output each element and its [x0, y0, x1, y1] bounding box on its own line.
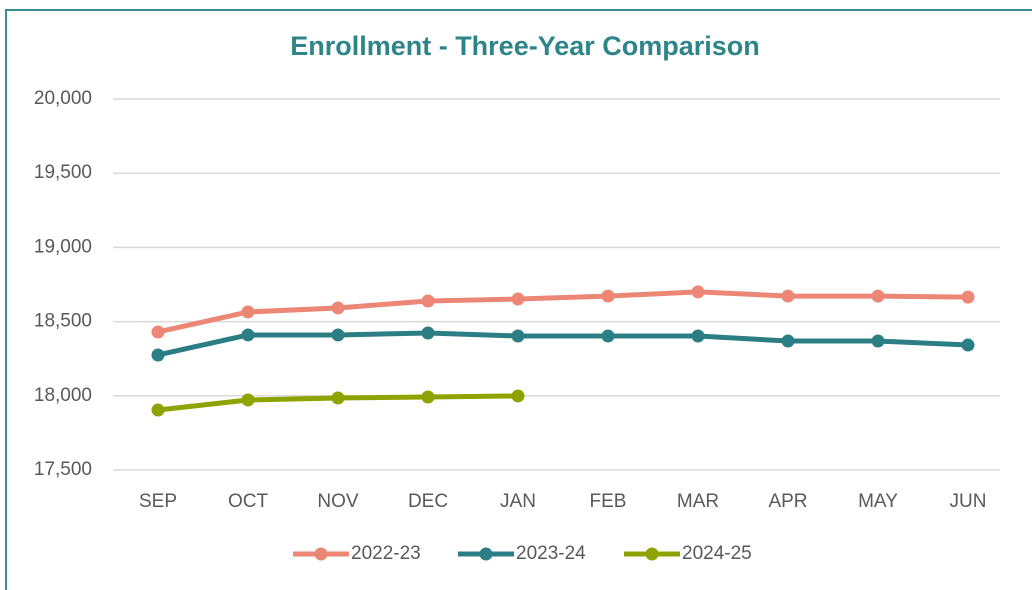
- chart-title: Enrollment - Three-Year Comparison: [290, 31, 760, 61]
- y-tick-label: 18,500: [34, 311, 92, 332]
- legend-swatch-marker: [479, 547, 493, 561]
- point: [151, 403, 165, 417]
- x-tick-label: JUN: [950, 491, 987, 512]
- y-tick-label: 20,000: [34, 88, 92, 109]
- point: [781, 334, 795, 348]
- point: [421, 390, 435, 404]
- point: [151, 325, 165, 339]
- point: [241, 305, 255, 319]
- legend-label: 2022-23: [351, 543, 421, 564]
- legend-label: 2023-24: [516, 543, 586, 564]
- y-tick-label: 19,500: [34, 162, 92, 183]
- point: [241, 328, 255, 342]
- y-tick-label: 18,000: [34, 385, 92, 406]
- x-tick-label: OCT: [228, 491, 269, 512]
- legend-label: 2024-25: [682, 543, 752, 564]
- point: [781, 289, 795, 303]
- point: [691, 329, 705, 343]
- point: [421, 326, 435, 340]
- x-tick-label: MAR: [677, 491, 719, 512]
- point: [691, 285, 705, 299]
- point: [961, 290, 975, 304]
- point: [601, 289, 615, 303]
- x-tick-label: APR: [768, 491, 807, 512]
- point: [961, 338, 975, 352]
- x-tick-label: JAN: [500, 491, 536, 512]
- point: [871, 289, 885, 303]
- legend-swatch-marker: [314, 547, 328, 561]
- point: [331, 301, 345, 315]
- point: [421, 294, 435, 308]
- point: [241, 393, 255, 407]
- point: [151, 348, 165, 362]
- point: [511, 389, 525, 403]
- point: [511, 329, 525, 343]
- x-tick-label: MAY: [858, 491, 898, 512]
- x-tick-label: FEB: [590, 491, 627, 512]
- series-line: [157, 330, 969, 358]
- x-tick-label: DEC: [408, 491, 448, 512]
- legend-swatch-marker: [645, 547, 659, 561]
- series-line: [157, 289, 969, 335]
- point: [871, 334, 885, 348]
- y-tick-label: 17,500: [34, 459, 92, 480]
- point: [331, 391, 345, 405]
- point: [601, 329, 615, 343]
- y-tick-label: 19,000: [34, 236, 92, 257]
- point: [511, 292, 525, 306]
- x-tick-label: SEP: [139, 491, 177, 512]
- x-tick-label: NOV: [317, 491, 359, 512]
- point: [331, 328, 345, 342]
